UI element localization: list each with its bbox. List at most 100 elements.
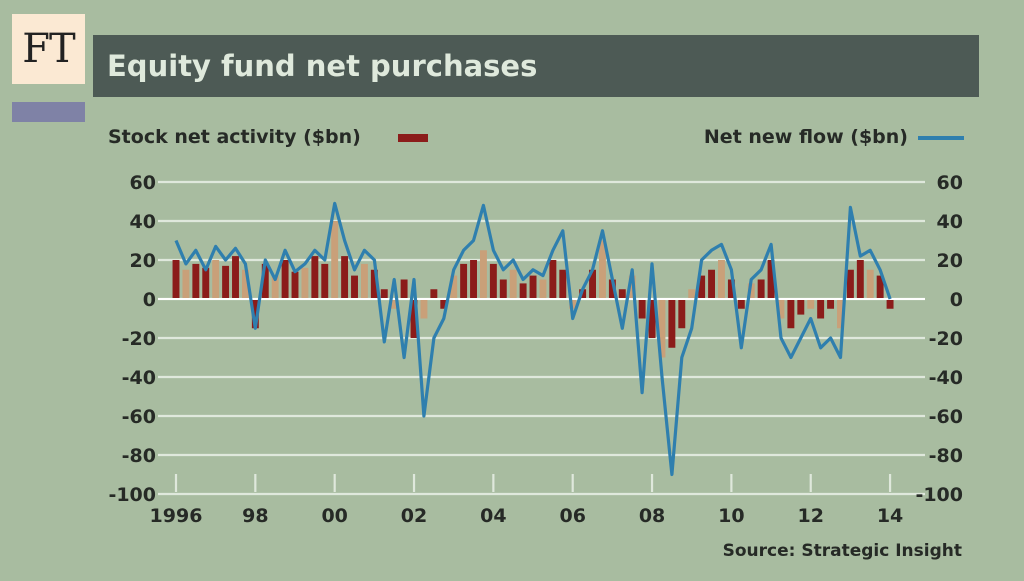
bar — [708, 269, 716, 299]
bar — [420, 299, 428, 319]
bar — [529, 275, 537, 299]
bar — [380, 289, 388, 299]
bar — [767, 260, 775, 299]
bar — [222, 265, 230, 299]
y-tick-left: -20 — [122, 328, 156, 350]
x-tick-label: 08 — [639, 505, 665, 527]
bar — [598, 240, 606, 299]
bar — [777, 299, 785, 319]
bar — [440, 299, 448, 309]
bar — [351, 275, 358, 299]
y-tick-right: -20 — [929, 328, 963, 350]
bar — [569, 299, 577, 309]
legend-net-new-flow: Net new flow ($bn) — [703, 126, 908, 148]
gridlines — [158, 180, 925, 496]
x-tick-label: 10 — [718, 505, 744, 527]
x-tick-label: 1996 — [150, 505, 203, 527]
y-tick-right: -80 — [929, 445, 963, 467]
bar — [271, 275, 279, 299]
bar — [172, 260, 180, 299]
y-tick-right: 20 — [937, 250, 963, 272]
bar — [281, 260, 289, 299]
bar — [608, 279, 616, 299]
bar — [460, 263, 468, 299]
y-tick-right: -40 — [929, 367, 963, 389]
legend-line-swatch — [918, 136, 964, 140]
y-tick-left: -60 — [122, 406, 156, 428]
ft-logo-text: FT — [22, 26, 75, 72]
bar — [241, 269, 249, 299]
x-tick-label: 98 — [242, 505, 268, 527]
bar — [509, 269, 517, 299]
y-tick-left: 20 — [130, 250, 156, 272]
bar — [668, 299, 676, 348]
bar — [311, 256, 319, 299]
bar — [698, 275, 706, 299]
bar — [876, 275, 884, 299]
bar — [618, 289, 626, 299]
bar — [192, 263, 200, 299]
line-series-net-new-flow — [174, 201, 892, 477]
x-tick-label: 14 — [877, 505, 903, 527]
x-tick-label: 06 — [559, 505, 585, 527]
bar — [856, 260, 864, 299]
bar — [251, 299, 259, 329]
bar — [549, 260, 557, 299]
title-bar: Equity fund net purchases — [93, 35, 979, 97]
y-tick-right: 60 — [937, 172, 963, 194]
bar — [470, 260, 477, 299]
bar — [410, 299, 418, 338]
bar — [787, 299, 795, 329]
bar — [807, 299, 815, 309]
bar — [718, 260, 725, 299]
bar — [212, 260, 220, 299]
bar — [747, 283, 755, 299]
y-tick-left: 0 — [143, 289, 156, 311]
bar — [400, 279, 408, 299]
bar — [479, 250, 487, 299]
y-tick-right: 0 — [950, 289, 963, 311]
bar — [638, 299, 646, 319]
x-tick-label: 12 — [797, 505, 823, 527]
bar — [648, 299, 656, 338]
bar — [737, 299, 745, 309]
bar — [846, 269, 854, 299]
bar — [678, 299, 686, 329]
bar — [390, 299, 398, 309]
bar — [450, 275, 458, 299]
y-tick-left: -80 — [122, 445, 156, 467]
bar — [430, 289, 438, 299]
bar — [499, 279, 507, 299]
bar — [886, 299, 894, 309]
bar — [727, 279, 735, 299]
y-tick-left: -40 — [122, 367, 156, 389]
bar — [827, 299, 835, 309]
bar — [291, 271, 299, 299]
bar — [539, 279, 547, 299]
y-tick-right: -60 — [929, 406, 963, 428]
legend-stock-net-activity: Stock net activity ($bn) — [108, 126, 361, 148]
legend-bar-swatch — [398, 134, 428, 142]
bar — [797, 299, 805, 315]
bar — [202, 267, 210, 299]
brand-accent-bar — [12, 102, 85, 122]
ft-logo: FT — [12, 14, 85, 84]
bar — [519, 283, 527, 299]
bar — [341, 256, 349, 299]
bar — [489, 263, 497, 299]
x-tick-label: 04 — [480, 505, 506, 527]
bar — [370, 269, 378, 299]
y-tick-left: 40 — [130, 211, 156, 233]
bar — [866, 269, 874, 299]
x-tick-label: 02 — [401, 505, 427, 527]
bar — [559, 269, 567, 299]
y-tick-right: 40 — [937, 211, 963, 233]
bar — [232, 256, 239, 299]
bar — [261, 263, 269, 299]
bar — [589, 269, 597, 299]
x-tick-label: 00 — [321, 505, 347, 527]
bar — [817, 299, 825, 319]
y-tick-right: -100 — [915, 484, 963, 506]
